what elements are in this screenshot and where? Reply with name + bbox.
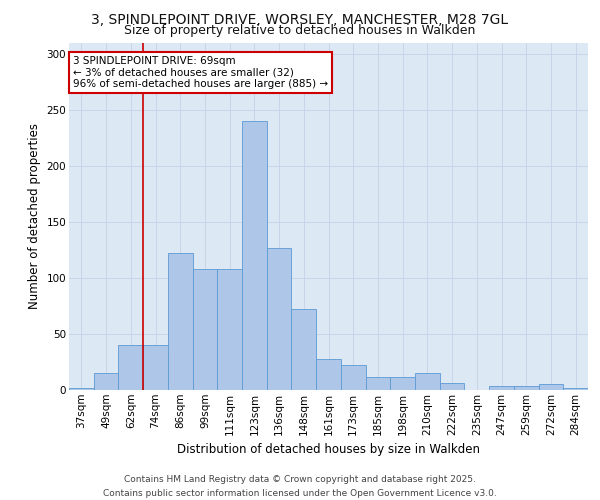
Bar bbox=[292, 310, 316, 390]
Bar bbox=[539, 384, 563, 390]
Bar bbox=[118, 345, 143, 390]
Bar bbox=[563, 388, 588, 390]
Text: 3 SPINDLEPOINT DRIVE: 69sqm
← 3% of detached houses are smaller (32)
96% of semi: 3 SPINDLEPOINT DRIVE: 69sqm ← 3% of deta… bbox=[73, 56, 328, 89]
X-axis label: Distribution of detached houses by size in Walkden: Distribution of detached houses by size … bbox=[177, 443, 480, 456]
Bar bbox=[316, 358, 341, 390]
Text: 3, SPINDLEPOINT DRIVE, WORSLEY, MANCHESTER, M28 7GL: 3, SPINDLEPOINT DRIVE, WORSLEY, MANCHEST… bbox=[91, 12, 509, 26]
Bar bbox=[193, 269, 217, 390]
Bar bbox=[168, 253, 193, 390]
Bar bbox=[514, 386, 539, 390]
Bar bbox=[415, 373, 440, 390]
Bar bbox=[242, 121, 267, 390]
Bar bbox=[217, 269, 242, 390]
Bar bbox=[143, 345, 168, 390]
Bar bbox=[489, 386, 514, 390]
Bar bbox=[267, 248, 292, 390]
Bar bbox=[365, 376, 390, 390]
Bar bbox=[341, 366, 365, 390]
Bar bbox=[440, 384, 464, 390]
Bar bbox=[390, 376, 415, 390]
Text: Contains HM Land Registry data © Crown copyright and database right 2025.
Contai: Contains HM Land Registry data © Crown c… bbox=[103, 476, 497, 498]
Bar bbox=[94, 373, 118, 390]
Text: Size of property relative to detached houses in Walkden: Size of property relative to detached ho… bbox=[124, 24, 476, 37]
Y-axis label: Number of detached properties: Number of detached properties bbox=[28, 123, 41, 309]
Bar bbox=[69, 388, 94, 390]
